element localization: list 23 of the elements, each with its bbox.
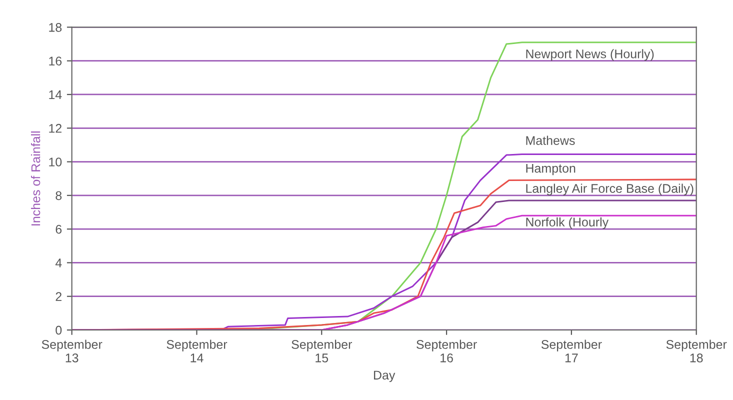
y-tick-label: 8 (56, 191, 62, 200)
y-tick-label: 4 (55, 258, 62, 268)
series-label: Norfolk (Hourly (526, 217, 609, 230)
y-tick-label: 0 (56, 326, 62, 335)
series-label: Langley Air Force Base (Daily) (526, 184, 694, 196)
y-tick-label: 6 (56, 224, 62, 234)
y-tick-label: 18 (49, 23, 62, 32)
x-tick-label: September 16 (416, 340, 477, 362)
y-tick-label: 12 (49, 124, 62, 133)
y-tick-label: 10 (49, 158, 62, 166)
x-tick-label: September 18 (666, 340, 727, 362)
x-tick-label: September 13 (42, 340, 102, 362)
series-label: Hampton (526, 164, 576, 176)
x-tick-label: September 14 (166, 340, 228, 362)
series-label: Mathews (526, 136, 575, 145)
y-tick-label: 16 (49, 56, 62, 66)
y-tick-label: 2 (56, 292, 62, 301)
x-axis-title: Day (374, 370, 396, 382)
series-label: Newport News (Hourly) (526, 49, 654, 61)
y-axis-title: Inches of Rainfall (31, 131, 40, 226)
x-tick-label: September 15 (292, 340, 352, 362)
x-tick-label: September 17 (541, 340, 602, 362)
y-tick-label: 14 (49, 90, 62, 100)
